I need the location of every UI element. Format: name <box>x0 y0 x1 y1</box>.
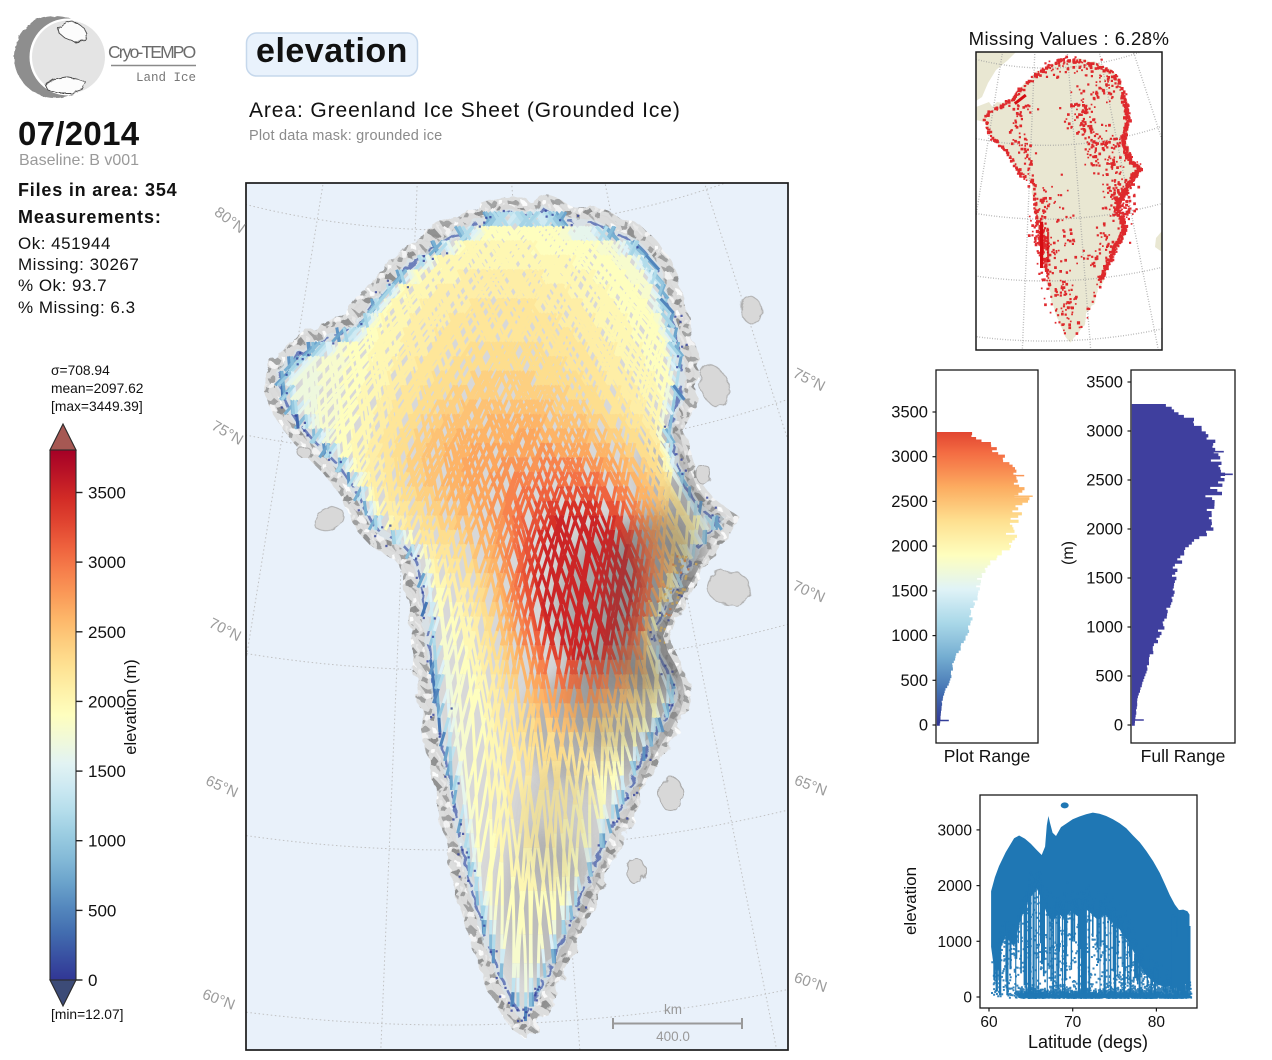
svg-text:2000: 2000 <box>1086 521 1123 539</box>
svg-text:Files in area: 354: Files in area: 354 <box>18 180 177 200</box>
svg-text:65°N: 65°N <box>203 772 241 801</box>
svg-text:0: 0 <box>1114 717 1123 735</box>
svg-text:3000: 3000 <box>891 448 928 466</box>
svg-text:elevation: elevation <box>256 32 408 70</box>
svg-text:2500: 2500 <box>891 493 928 511</box>
svg-text:0: 0 <box>88 971 97 990</box>
svg-text:Ok: 451944: Ok: 451944 <box>18 234 111 253</box>
svg-text:Missing Values : 6.28%: Missing Values : 6.28% <box>969 28 1170 49</box>
svg-text:500: 500 <box>1095 668 1123 686</box>
svg-text:70: 70 <box>1064 1014 1082 1031</box>
svg-text:400.0: 400.0 <box>656 1029 690 1044</box>
svg-text:1500: 1500 <box>1086 570 1123 588</box>
svg-text:2000: 2000 <box>891 538 928 556</box>
svg-text:80: 80 <box>1148 1014 1166 1031</box>
svg-text:Land Ice: Land Ice <box>136 71 196 85</box>
svg-text:2000: 2000 <box>88 692 126 711</box>
svg-text:elevation (m): elevation (m) <box>122 659 140 754</box>
svg-text:Baseline: B v001: Baseline: B v001 <box>19 152 139 169</box>
svg-text:km: km <box>664 1002 682 1017</box>
svg-text:80°N: 80°N <box>211 204 248 237</box>
svg-text:75°N: 75°N <box>790 365 828 395</box>
svg-text:2500: 2500 <box>88 623 126 642</box>
svg-text:60°N: 60°N <box>792 969 829 996</box>
svg-text:3500: 3500 <box>1086 374 1123 392</box>
svg-text:500: 500 <box>88 901 116 920</box>
svg-text:07/2014: 07/2014 <box>18 115 140 152</box>
svg-text:1500: 1500 <box>88 762 126 781</box>
svg-text:65°N: 65°N <box>792 772 829 800</box>
svg-text:3000: 3000 <box>1086 423 1123 441</box>
svg-text:60°N: 60°N <box>200 986 237 1014</box>
svg-text:60: 60 <box>980 1014 998 1031</box>
svg-text:1000: 1000 <box>88 832 126 851</box>
svg-text:0: 0 <box>919 717 928 735</box>
svg-text:Plot data mask: grounded ice: Plot data mask: grounded ice <box>249 128 442 144</box>
svg-text:70°N: 70°N <box>206 615 244 645</box>
svg-text:(m): (m) <box>1060 541 1077 565</box>
svg-text:[min=12.07]: [min=12.07] <box>51 1007 123 1022</box>
svg-text:mean=2097.62: mean=2097.62 <box>51 381 143 396</box>
svg-text:Cryo-TEMPO: Cryo-TEMPO <box>108 42 196 62</box>
svg-text:elevation: elevation <box>901 867 920 935</box>
svg-text:Missing: 30267: Missing: 30267 <box>18 255 139 274</box>
svg-text:2000: 2000 <box>938 878 973 895</box>
svg-text:3500: 3500 <box>891 404 928 422</box>
svg-text:70°N: 70°N <box>790 577 828 606</box>
svg-text:Full Range: Full Range <box>1141 746 1226 766</box>
svg-text:% Missing: 6.3: % Missing: 6.3 <box>18 298 136 317</box>
svg-text:Measurements:: Measurements: <box>18 207 162 227</box>
svg-text:Area: Greenland Ice Sheet (Gro: Area: Greenland Ice Sheet (Grounded Ice) <box>249 99 681 122</box>
svg-text:σ=708.94: σ=708.94 <box>51 363 110 378</box>
svg-text:3000: 3000 <box>88 553 126 572</box>
svg-text:75°N: 75°N <box>208 417 246 448</box>
svg-text:Latitude (degs): Latitude (degs) <box>1028 1032 1148 1052</box>
svg-text:1500: 1500 <box>891 582 928 600</box>
svg-text:Plot Range: Plot Range <box>944 746 1031 766</box>
svg-text:1000: 1000 <box>891 627 928 645</box>
svg-text:[max=3449.39]: [max=3449.39] <box>51 399 143 414</box>
svg-text:0: 0 <box>963 990 972 1007</box>
svg-text:3500: 3500 <box>88 484 126 503</box>
svg-text:2500: 2500 <box>1086 472 1123 490</box>
svg-text:500: 500 <box>900 672 928 690</box>
svg-text:1000: 1000 <box>1086 619 1123 637</box>
svg-text:3000: 3000 <box>938 822 973 839</box>
svg-text:% Ok: 93.7: % Ok: 93.7 <box>18 276 107 295</box>
svg-text:1000: 1000 <box>938 934 973 951</box>
